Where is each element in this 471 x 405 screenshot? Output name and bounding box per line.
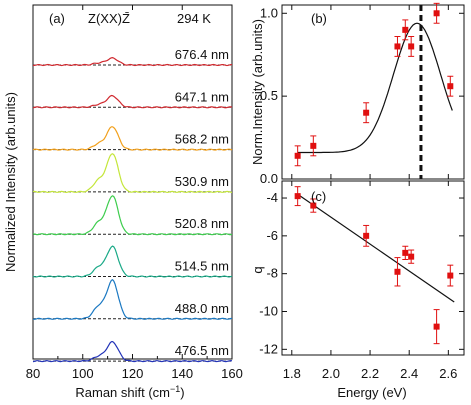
panel-c-fit-line	[297, 193, 455, 303]
panel-c-x-tick-label-2: 2.2	[361, 366, 379, 381]
panel-c-point-1	[294, 193, 301, 200]
panel-c-x-axis-label: Energy (eV)	[337, 385, 406, 400]
panel-b-point-6	[408, 43, 415, 50]
spectrum-label-2: 647.1 nm	[175, 89, 229, 104]
panel-c-point-8	[447, 272, 454, 279]
panel-b-intensity-vs-energy: 0.0 0.5 1.0 (b) Norm.Intensity (arb.units)	[250, 2, 465, 186]
panel-b-y-tick-label-1: 0.5	[260, 88, 278, 103]
panel-c-point-3	[363, 232, 370, 239]
panel-b-point-3	[363, 109, 370, 116]
panel-c-point-6	[408, 253, 415, 260]
panel-c-x-tick-label-1: 2.0	[322, 366, 340, 381]
panel-a-x-tick-label-4: 160	[221, 366, 243, 381]
spectrum-label-6: 514.5 nm	[175, 259, 229, 274]
panel-c-point-5	[402, 249, 409, 256]
spectrum-line-8	[32, 340, 233, 363]
panel-b-point-5	[402, 26, 409, 33]
panel-c-label: (c)	[311, 189, 326, 204]
panel-a-x-ticks: 80 100 120 140 160	[26, 5, 243, 381]
spectrum-label-5: 520.8 nm	[175, 216, 229, 231]
spectrum-label-8: 476.5 nm	[175, 343, 229, 358]
panel-c-y-tick-label-3: -10	[259, 304, 278, 319]
panel-a-geometry-label: Z(XX)Z̄	[88, 11, 130, 26]
spectrum-label-7: 488.0 nm	[175, 301, 229, 316]
panel-a-x-axis-label-unit-exponent: −1	[170, 384, 180, 394]
panel-c-frame	[281, 180, 465, 356]
panel-b-label: (b)	[311, 11, 327, 26]
panel-b-point-2	[310, 142, 317, 149]
spectrum-label-1: 676.4 nm	[175, 47, 229, 62]
spectrum-label-3: 568.2 nm	[175, 132, 229, 147]
panel-c-marks-group: -4 -6 -8 -10 -12 1.8 2.0 2.2 2.4 2.6	[259, 181, 464, 381]
panel-a-y-axis-label: Normalized Intensity (arb.units)	[3, 92, 18, 272]
panel-c-point-4	[394, 268, 401, 275]
panel-a-x-tick-label-2: 120	[122, 366, 144, 381]
panel-b-point-4	[394, 43, 401, 50]
panel-b-frame	[281, 4, 465, 180]
panel-a-spectra-group: 676.4 nm 647.1 nm 568.2 nm 530.9 nm 520.8 nm…	[32, 47, 233, 363]
panel-b-y-axis-label: Norm.Intensity (arb.units)	[250, 19, 265, 165]
panel-a-label: (a)	[49, 11, 65, 26]
panel-a-x-axis-label: Raman shift (cm−1)	[75, 384, 184, 400]
spectrum-line-3	[32, 126, 233, 151]
spectrum-line-4	[32, 153, 233, 194]
spectrum-line-2	[32, 94, 233, 109]
panel-b-point-8	[447, 83, 454, 90]
panel-c-q-vs-energy: -4 -6 -8 -10 -12 1.8 2.0 2.2 2.4 2.6 (c) q Energy…	[250, 180, 465, 400]
panel-c-point-7	[433, 323, 440, 330]
panel-c-y-tick-label-4: -12	[259, 341, 278, 356]
panel-c-y-tick-label-2: -8	[266, 266, 278, 281]
spectrum-line-6	[32, 245, 233, 278]
panel-c-x-tick-label-3: 2.4	[400, 366, 418, 381]
panel-b-y-tick-label-2: 1.0	[260, 5, 278, 20]
spectrum-label-4: 530.9 nm	[175, 174, 229, 189]
panel-c-point-2	[310, 202, 317, 209]
spectrum-line-1	[33, 56, 232, 67]
panel-b-point-1	[294, 152, 301, 159]
panel-b-point-7	[433, 10, 440, 17]
panel-c-y-tick-label-1: -6	[266, 228, 278, 243]
panel-c-y-axis-label: q	[250, 266, 265, 273]
panel-a-x-tick-label-3: 140	[171, 366, 193, 381]
panel-c-x-tick-label-4: 2.6	[439, 366, 457, 381]
spectrum-line-5	[32, 195, 233, 236]
panel-a-x-axis-label-main: Raman shift (cm	[75, 385, 170, 400]
panel-a-x-tick-label-1: 100	[72, 366, 94, 381]
spectrum-line-7	[32, 278, 233, 320]
panel-a-raman-spectra: 676.4 nm 647.1 nm 568.2 nm 530.9 nm 520.8 nm…	[3, 4, 243, 400]
panel-c-x-tick-label-0: 1.8	[283, 366, 301, 381]
panel-b-marks-group: 0.0 0.5 1.0	[260, 2, 464, 186]
panel-b-y-tick-label-0: 0.0	[260, 171, 278, 186]
panel-a-temperature-label: 294 K	[177, 11, 211, 26]
panel-b-fit-curve	[297, 22, 453, 154]
panel-a-x-axis-label-close: )	[180, 385, 184, 400]
panel-a-x-tick-label-0: 80	[26, 366, 40, 381]
panel-c-y-tick-label-0: -4	[266, 190, 278, 205]
